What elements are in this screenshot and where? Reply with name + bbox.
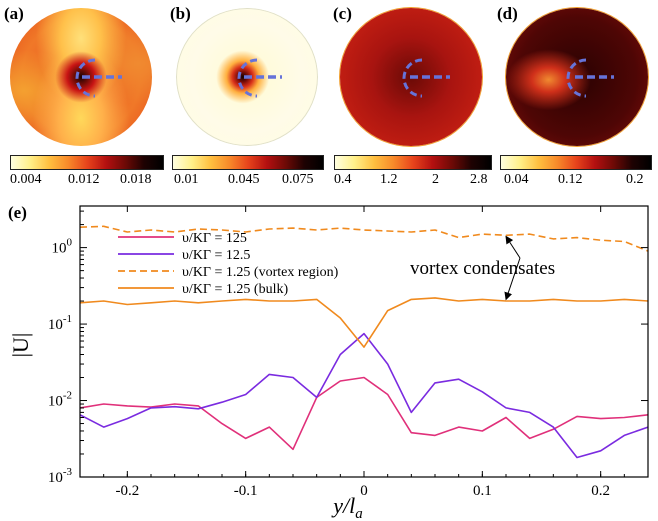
colorbar-b bbox=[172, 155, 324, 170]
y-tick-label: 100 bbox=[52, 237, 73, 257]
colorbar-tick: 0.012 bbox=[68, 172, 100, 187]
plot-frame bbox=[79, 205, 649, 478]
panel-label-d: (d) bbox=[497, 4, 518, 23]
colorbar-tick: 2.8 bbox=[470, 172, 488, 187]
series-line-3 bbox=[79, 297, 649, 348]
colorbar-a-ticks: 0.004 0.012 0.018 bbox=[10, 172, 170, 190]
series-line-1 bbox=[79, 332, 649, 459]
colorbar-b-ticks: 0.01 0.045 0.075 bbox=[172, 172, 332, 190]
annotation-vortex-condensates: vortex condensates bbox=[410, 258, 555, 279]
vortex-marker-b bbox=[237, 58, 282, 98]
x-axis-label-sub: a bbox=[355, 506, 363, 521]
tick-layer: -0.2 -0.1 0 0.1 0.2 100 10-1 10-2 10-3 bbox=[48, 206, 649, 499]
series-line-0 bbox=[79, 376, 649, 451]
vortex-marker-a bbox=[75, 58, 122, 98]
annot-layer: vortex condensates bbox=[410, 235, 555, 301]
x-tick-label: -0.2 bbox=[115, 483, 139, 499]
colorbar-tick: 0.045 bbox=[228, 172, 260, 187]
legend-label: υ/KΓ = 1.25 (bulk) bbox=[182, 282, 288, 297]
panel-label-e: (e) bbox=[8, 203, 27, 222]
colorbar-tick: 2 bbox=[432, 172, 439, 187]
x-tick-label: 0.2 bbox=[591, 483, 610, 499]
colorbar-tick: 0.04 bbox=[504, 172, 529, 187]
y-tick-label: 10-2 bbox=[48, 390, 72, 410]
colorbar-tick: 0.004 bbox=[10, 172, 42, 187]
colorbar-tick: 1.2 bbox=[380, 172, 398, 187]
legend-label: υ/KΓ = 12.5 bbox=[182, 248, 250, 263]
colorbar-tick: 0.2 bbox=[626, 172, 644, 187]
series-line-2 bbox=[79, 225, 649, 252]
annotation-arrow-0 bbox=[505, 235, 521, 259]
colorbar-c bbox=[334, 155, 492, 170]
legend-label: υ/KΓ = 1.25 (vortex region) bbox=[182, 265, 339, 280]
x-axis-label: y/la bbox=[331, 493, 363, 521]
colorbar-d bbox=[500, 155, 652, 170]
panel-label-c: (c) bbox=[333, 4, 352, 23]
x-axis-label-main: y/l bbox=[331, 493, 355, 518]
vortex-marker-c bbox=[402, 58, 450, 98]
x-tick-label: 0 bbox=[360, 483, 368, 499]
y-axis-label: |U| bbox=[8, 333, 33, 358]
colorbar-a bbox=[10, 155, 164, 170]
velocity-disk-a bbox=[10, 8, 152, 146]
vortex-markers bbox=[75, 58, 614, 98]
colorbar-d-ticks: 0.04 0.12 0.2 bbox=[500, 172, 656, 190]
legend-label: υ/KΓ = 125 bbox=[182, 231, 247, 246]
x-tick-label: -0.1 bbox=[234, 483, 258, 499]
colorbar-tick: 0.01 bbox=[174, 172, 199, 187]
series-layer bbox=[79, 225, 649, 459]
legend-layer: υ/KΓ = 125 υ/KΓ = 12.5 υ/KΓ = 1.25 (vortex… bbox=[118, 231, 339, 297]
panel-label-a: (a) bbox=[4, 4, 24, 23]
annotation-arrow-1 bbox=[504, 257, 521, 301]
colorbar-c-ticks: 0.4 1.2 2 2.8 bbox=[334, 172, 499, 190]
y-tick-label: 10-1 bbox=[48, 313, 72, 333]
colorbar-tick: 0.12 bbox=[558, 172, 583, 187]
colorbar-tick: 0.075 bbox=[282, 172, 314, 187]
x-tick-label: 0.1 bbox=[473, 483, 492, 499]
vortex-marker-d bbox=[566, 58, 614, 98]
colorbar-tick: 0.018 bbox=[120, 172, 152, 187]
colorbar-tick: 0.4 bbox=[334, 172, 352, 187]
panel-label-b: (b) bbox=[170, 4, 191, 23]
y-tick-label: 10-3 bbox=[48, 466, 73, 486]
